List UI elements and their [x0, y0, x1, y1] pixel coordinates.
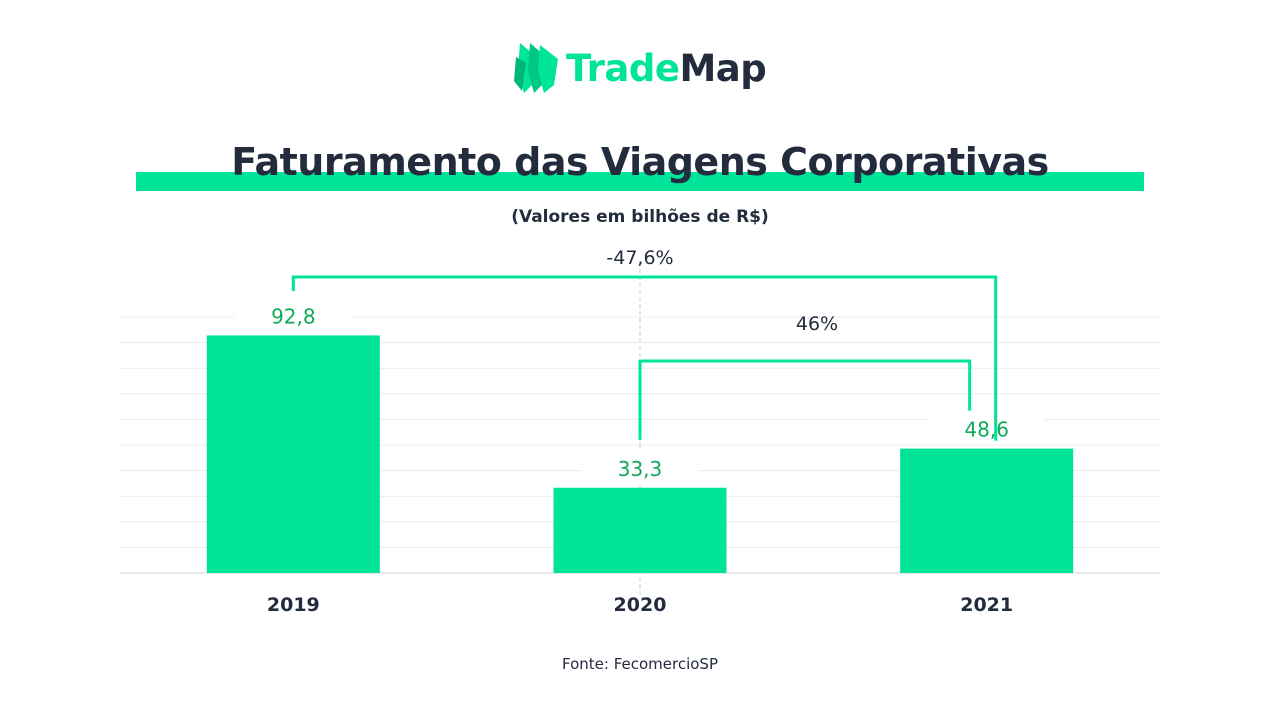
chart-subtitle: (Valores em bilhões de R$) [511, 207, 769, 227]
category-label-2021: 2021 [960, 594, 1013, 616]
bar-2019 [206, 335, 380, 573]
value-label-2020: 33,3 [618, 457, 663, 481]
category-label-2019: 2019 [267, 594, 320, 616]
value-label-bg [928, 412, 1045, 445]
value-label-bg [235, 299, 352, 332]
change-bracket [291, 275, 998, 441]
brand-name-trade: Trade [566, 46, 680, 90]
value-label-2019: 92,8 [271, 304, 316, 328]
category-label-2020: 2020 [614, 594, 667, 616]
change-annotation-label: -47,6% [606, 247, 673, 269]
title-highlight-band [136, 172, 1144, 191]
brand-name-map: Map [679, 46, 767, 90]
brand-logo: TradeMap [514, 40, 767, 96]
value-label-bg [582, 451, 698, 484]
trademap-logo-icon [514, 43, 558, 93]
value-label-2021: 48,6 [964, 418, 1009, 442]
bar-2020 [553, 487, 727, 573]
change-annotation-label: 46% [796, 313, 838, 335]
chart-source: Fonte: FecomercioSP [561, 655, 718, 673]
change-bracket [638, 359, 972, 440]
chart-title: Faturamento das Viagens Corporativas [231, 140, 1049, 184]
bar-2021 [900, 448, 1074, 573]
